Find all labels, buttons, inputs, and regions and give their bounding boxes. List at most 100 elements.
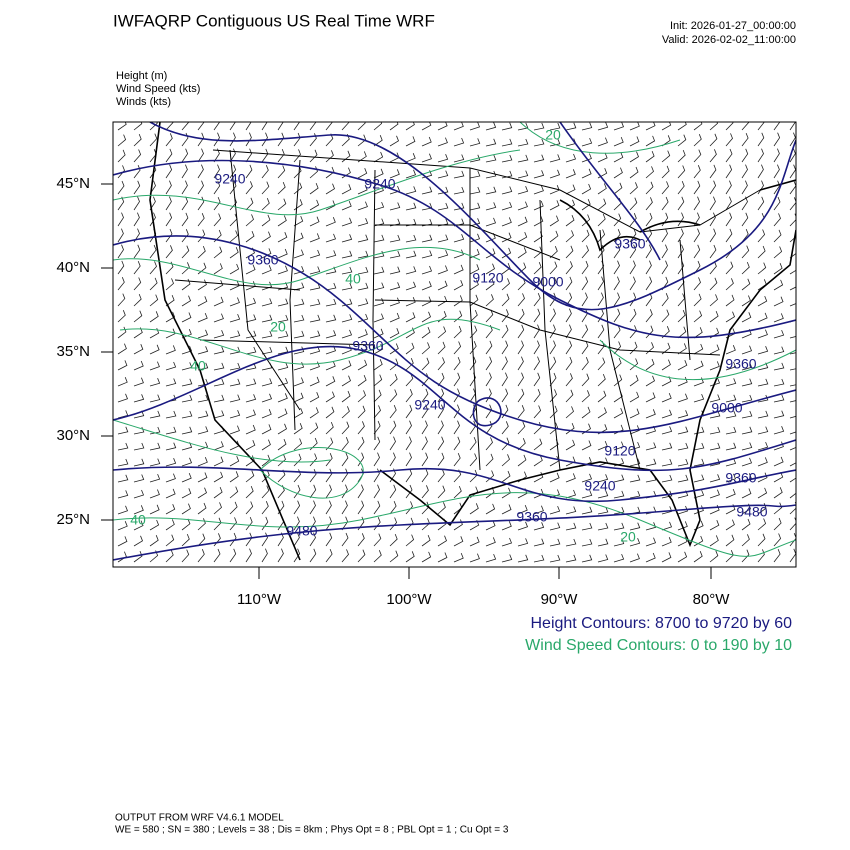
wind-barb [469,233,481,243]
contour-legend: Wind Speed Contours: 0 to 190 by 10 [525,637,792,654]
state-border [374,299,721,356]
wind-barb [437,372,445,387]
wind-barb [613,182,623,195]
wind-barb [741,132,749,147]
wind-barb [773,246,783,259]
wind-barb [213,296,224,307]
wind-barb [261,516,269,531]
wind-barb [245,132,252,147]
wind-barb [421,186,433,195]
wind-barb [133,458,145,467]
wind-barb [373,122,383,131]
wind-barb [437,265,448,275]
wind-barb [341,329,353,339]
wind-barb [117,260,125,275]
wind-barb [309,314,321,323]
lat-label: 45°N [56,175,90,192]
wind-barb [437,234,449,243]
wind-barb [501,138,513,147]
wind-barb [133,149,142,163]
wind-barb [501,278,510,291]
wind-barb [325,282,337,291]
wind-barb [197,533,206,547]
wind-barb [149,489,160,499]
wind-barb [389,169,400,179]
wind-barb [517,454,527,467]
wind-barb [245,485,254,499]
wind-barb [661,537,672,547]
wind-barb [405,234,417,243]
lon-label: 110°W [237,591,282,608]
lon-label: 100°W [386,591,432,608]
wind-barb [533,388,541,403]
wind-barb [357,484,364,499]
wind-barb [533,170,545,179]
wind-barb [277,362,289,371]
wind-barb [533,438,543,451]
wind-barb [421,136,432,147]
wind-barb [693,505,704,515]
wind-barb [549,246,558,259]
wind-barb [437,186,449,195]
wind-barb [453,170,465,179]
wind-barb [133,180,141,195]
wind-barb [421,342,430,355]
wind-barb [773,263,783,275]
wind-barb [421,250,433,259]
wind-barb [629,308,637,323]
wind-barb [677,551,688,563]
wind-barb [213,378,225,387]
wind-barb [357,359,368,371]
wind-barb [309,548,317,563]
footer-text: OUTPUT FROM WRF V4.6.1 MODEL [115,813,284,824]
wind-barb [293,484,301,499]
wind-barb [213,548,221,563]
wind-barb [469,122,481,131]
state-border [199,339,376,346]
wind-barb [389,282,401,291]
wind-barb [405,153,416,163]
wind-barb [645,212,653,227]
wind-barb [501,170,513,179]
wind-barb [373,201,385,211]
wind-barb [341,266,353,275]
wind-barb [533,538,545,547]
wind-barb [117,165,125,179]
wind-barb [309,216,320,227]
wind-barb [117,458,129,467]
wind-barb [597,152,608,163]
wind-barb [677,426,689,435]
wind-barb [277,215,287,227]
wind-barb [565,276,573,291]
wind-barb [197,410,209,419]
wind-barb [789,148,796,163]
wind-barb [757,262,767,275]
wind-barb [373,328,384,339]
wind-barb [117,551,127,563]
wind-barb [789,532,796,547]
wind-barb [677,393,688,403]
wind-barb [613,357,622,371]
wind-barb [629,408,640,419]
wind-barb [213,164,220,179]
wind-barb [773,471,784,483]
wind-barb [213,213,222,227]
wind-barb [501,293,510,307]
wind-barb [549,215,559,227]
wind-barb [405,250,417,259]
height-contour [113,466,796,503]
wind-barb [309,266,321,275]
wind-barb [213,122,221,131]
wind-barb [389,550,399,563]
wind-barb [565,122,577,131]
wind-barb [325,314,337,323]
wind-barb [277,548,284,563]
wind-barb [565,522,577,531]
wind-barb [501,470,511,483]
wind-barb [757,487,768,499]
wind-barb [501,309,509,323]
wind-barb [773,548,781,563]
wind-barb [245,197,254,211]
wind-barb [325,298,337,307]
wind-barb [501,554,513,563]
